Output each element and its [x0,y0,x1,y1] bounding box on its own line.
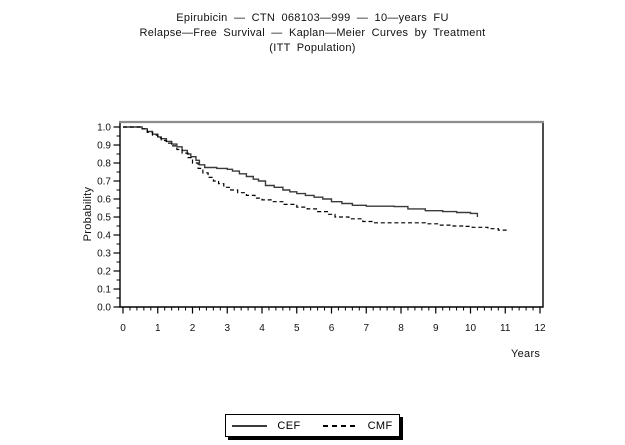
x-tick-label: 10 [465,323,477,334]
y-tick-label: 0.4 [97,231,111,242]
legend-label-cmf: CMF [367,419,393,432]
x-tick-label: 1 [155,323,161,334]
y-tick-label: 0.6 [97,195,111,206]
chart-title-block: Epirubicin — CTN 068103—999 — 10—years F… [0,11,625,56]
y-tick-label: 0.8 [97,159,111,170]
curve-cmf [123,126,508,232]
y-tick-label: 0.3 [97,249,111,260]
x-tick-label: 7 [363,323,369,334]
x-tick-label: 6 [329,323,335,334]
y-tick-label: 0.9 [97,141,111,152]
x-tick-label: 4 [259,323,265,334]
x-tick-label: 3 [224,323,230,334]
cmf-line-swatch [322,424,358,427]
legend-label-cef: CEF [277,419,301,432]
x-tick-label: 8 [398,323,404,334]
y-tick-label: 0.5 [97,213,111,224]
cef-line-swatch [232,424,268,427]
y-tick-label: 0.7 [97,177,111,188]
y-axis-ticks: 1.0 0.9 0.8 0.7 0.6 0.5 0.4 0.3 0.2 0.1 0.0 [97,123,120,314]
x-tick-label: 0 [120,323,126,334]
x-axis-title: Years [511,348,541,360]
chart-title-line2: Relapse—Free Survival — Kaplan—Meier Cur… [139,27,486,39]
chart-title-line3: (ITT Population) [269,42,356,54]
curve-cef [123,126,479,217]
x-tick-label: 2 [190,323,196,334]
y-tick-label: 1.0 [97,123,111,134]
x-tick-label: 5 [294,323,300,334]
y-tick-label: 0.2 [97,267,111,278]
chart-title-line1: Epirubicin — CTN 068103—999 — 10—years F… [176,12,449,24]
x-axis-ticks: 0 1 2 3 4 5 6 7 8 9 10 11 12 [120,307,546,334]
y-tick-label: 0.0 [97,303,111,314]
survival-curves [123,126,508,232]
x-tick-label: 9 [433,323,439,334]
x-tick-label: 12 [534,323,546,334]
legend-box: CEF CMF [225,414,400,437]
x-tick-label: 11 [500,323,511,334]
y-tick-label: 0.1 [97,285,111,296]
